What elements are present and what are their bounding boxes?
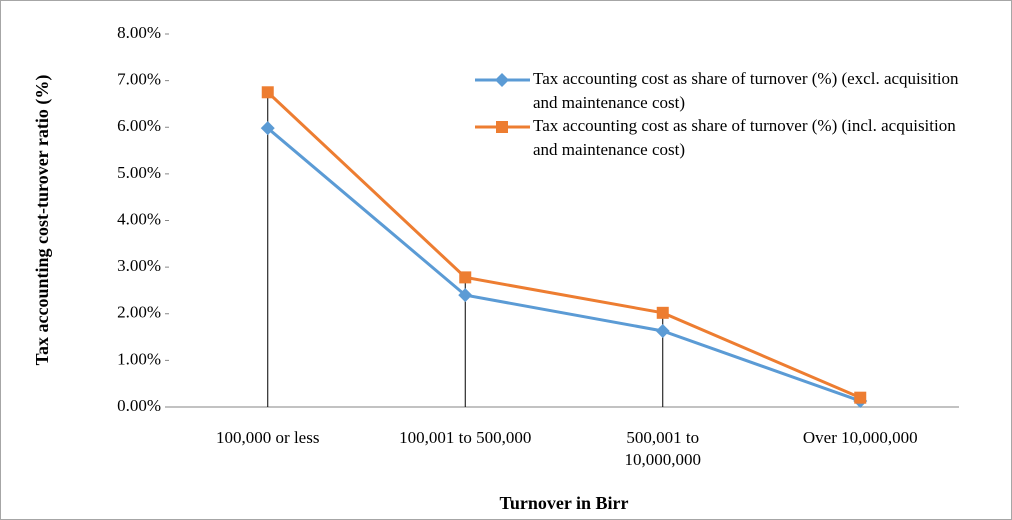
legend-marker [495, 73, 509, 87]
x-tick-label: Over 10,000,000 [803, 428, 918, 447]
series-line [266, 127, 861, 403]
y-tick-label: 7.00% [117, 70, 161, 89]
legend-label: Tax accounting cost as share of turnover… [533, 116, 956, 159]
x-tick-label: 100,001 to 500,000 [399, 428, 531, 447]
x-tick-label: 500,001 to 10,000,000 [625, 428, 702, 469]
legend-label: Tax accounting cost as share of turnover… [533, 69, 959, 112]
point-marker [458, 288, 473, 303]
point-marker [260, 121, 275, 136]
legend-marker [496, 121, 508, 133]
y-axis-label: Tax accounting cost-turover ratio (%) [32, 75, 53, 366]
point-marker [656, 306, 669, 319]
y-tick-label: 1.00% [117, 349, 161, 368]
point-marker [261, 86, 274, 99]
series-line [266, 91, 861, 400]
point-marker [655, 324, 670, 339]
y-tick-label: 2.00% [117, 303, 161, 322]
point-marker [854, 391, 867, 404]
y-tick-label: 3.00% [117, 256, 161, 275]
x-axis-label: Turnover in Birr [499, 493, 628, 513]
y-tick-label: 0.00% [117, 396, 161, 415]
y-tick-label: 6.00% [117, 116, 161, 135]
y-tick-label: 8.00% [117, 23, 161, 42]
y-tick-label: 5.00% [117, 163, 161, 182]
y-tick-label: 4.00% [117, 209, 161, 228]
x-tick-label: 100,000 or less [216, 428, 319, 447]
point-marker [459, 271, 472, 284]
